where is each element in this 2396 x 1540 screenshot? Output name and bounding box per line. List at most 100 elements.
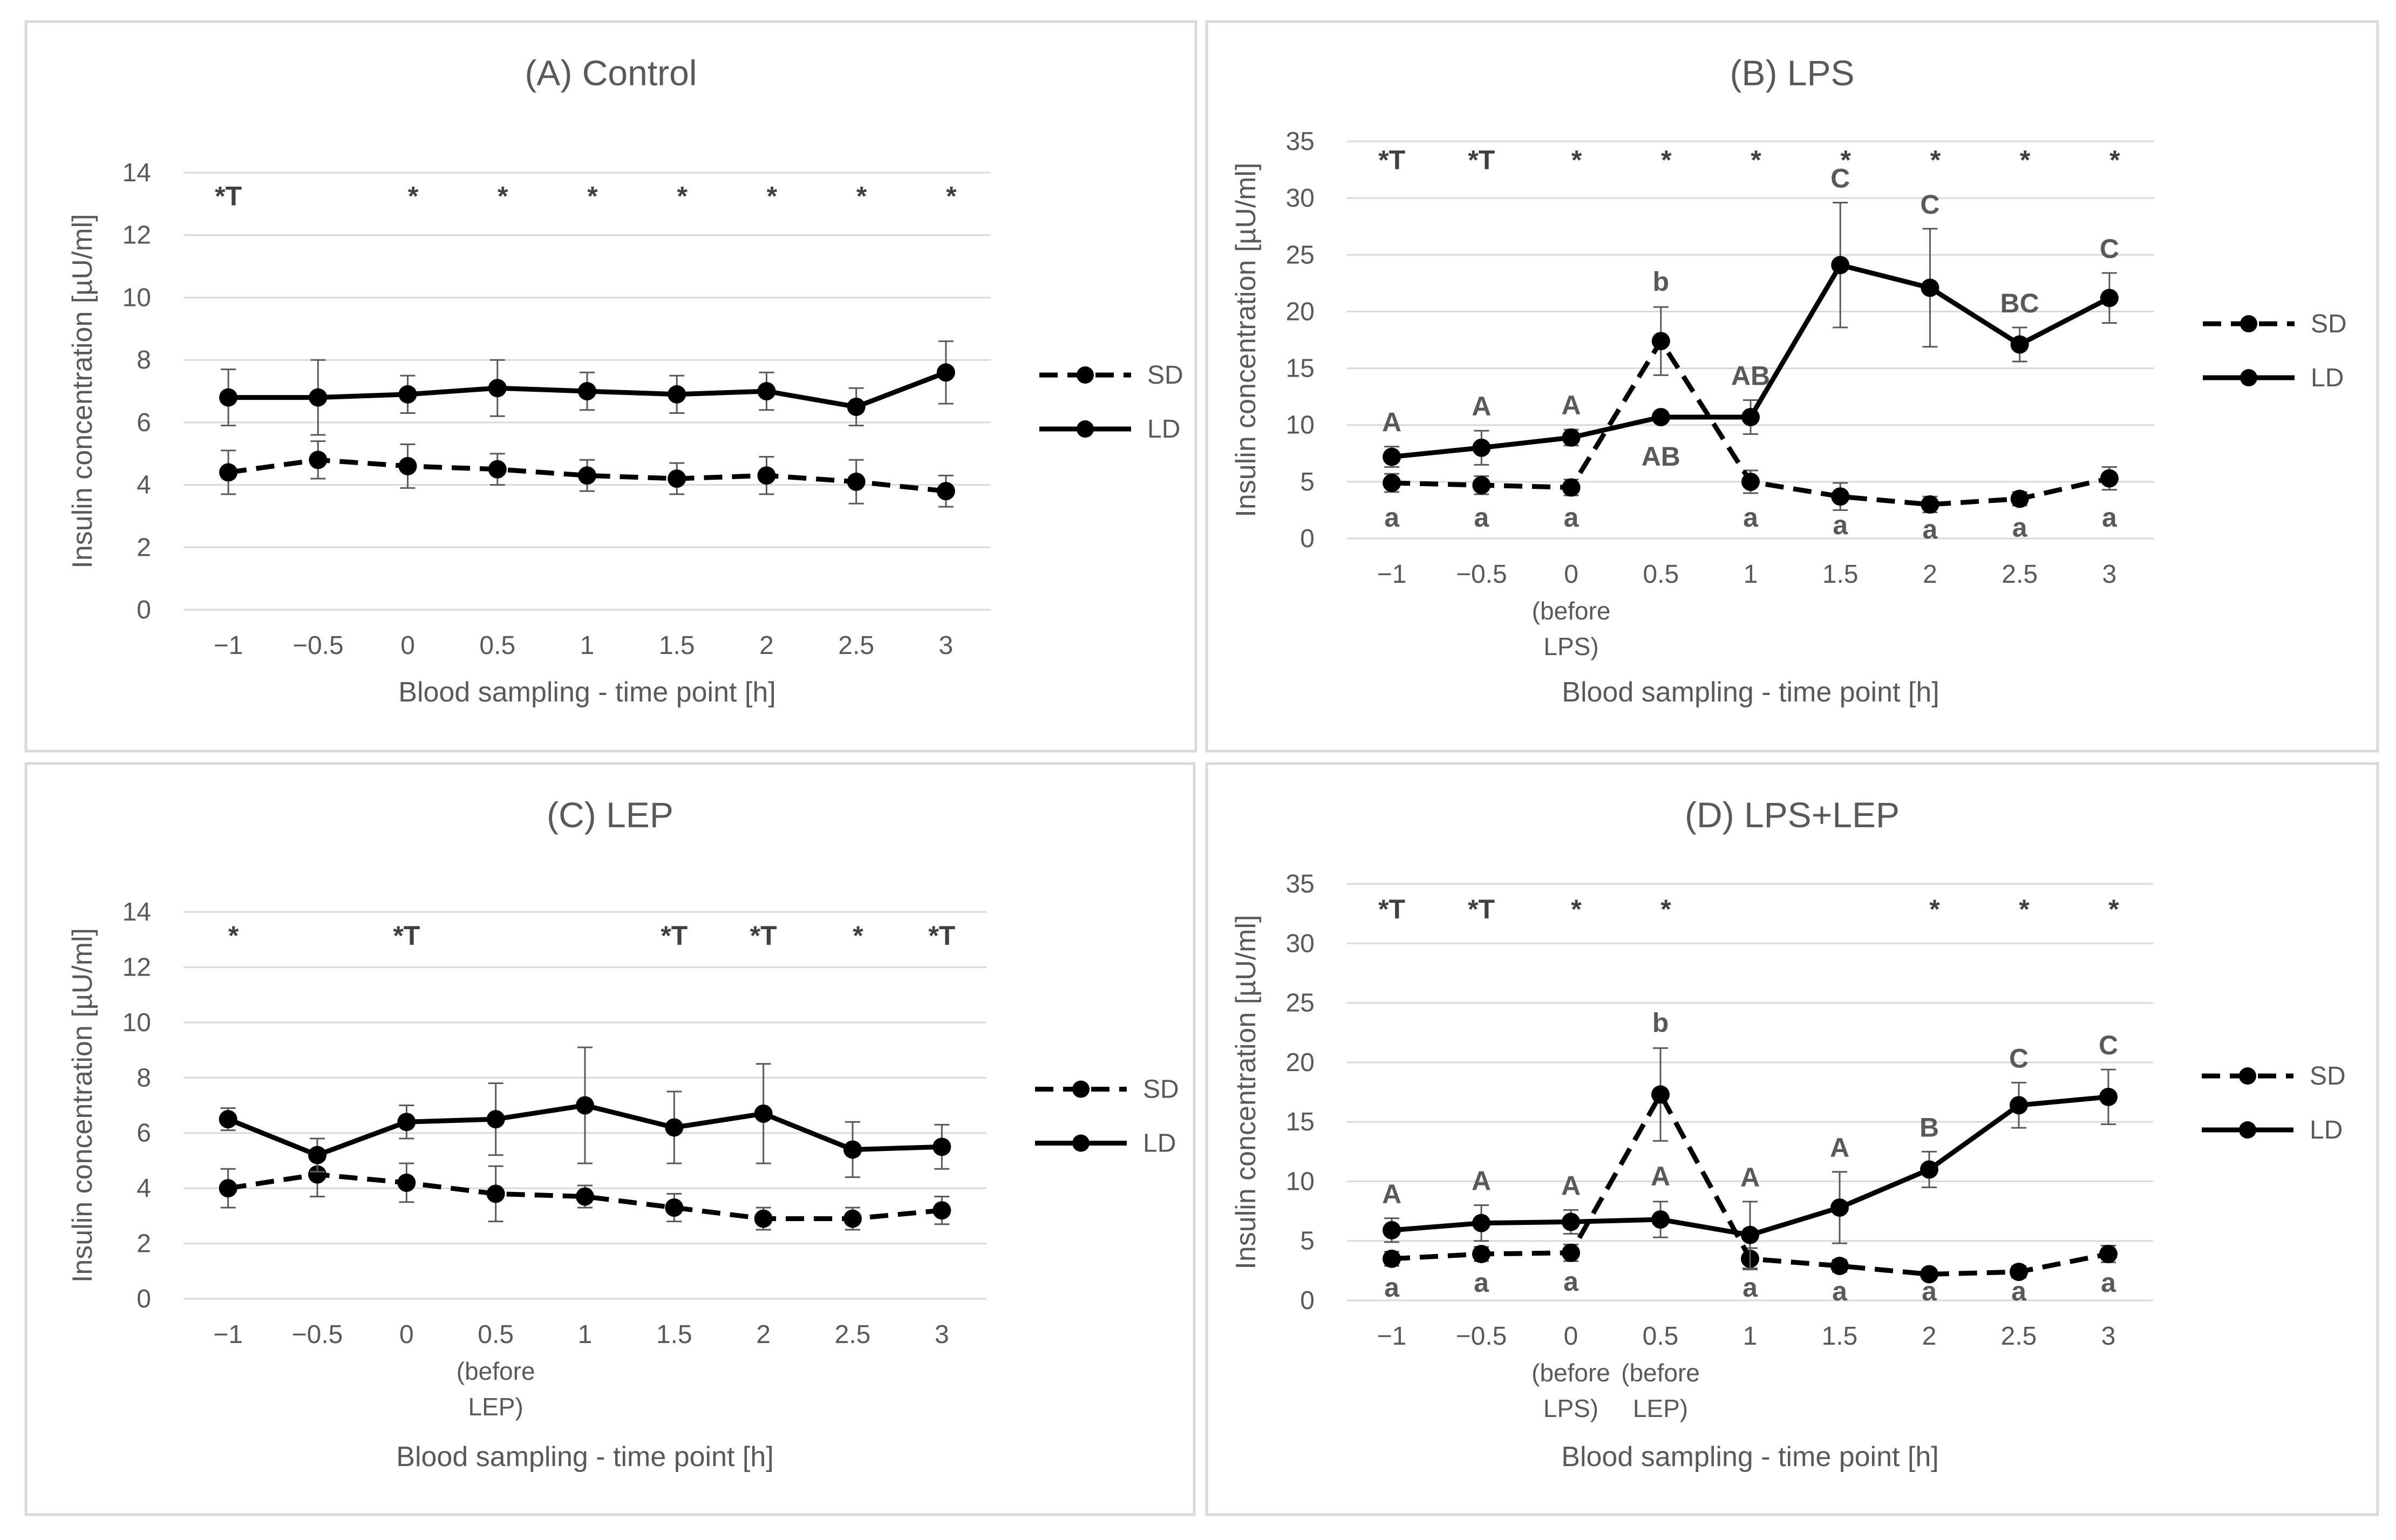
group-letter-label: a <box>1923 514 1938 544</box>
x-tick-label: 2.5 <box>2001 1322 2037 1351</box>
data-point <box>1383 1221 1401 1239</box>
group-letter-label: b <box>1653 267 1670 297</box>
x-tick-label: 0 <box>400 631 415 660</box>
series-sd <box>219 440 955 508</box>
y-tick-label: 8 <box>137 346 151 374</box>
x-tick-label: 3 <box>2102 560 2117 589</box>
series-line <box>227 1172 942 1221</box>
data-point <box>219 388 238 407</box>
x-tick-label: 3 <box>935 1320 949 1349</box>
data-point <box>1383 473 1401 492</box>
legend-label: SD <box>2310 1062 2346 1091</box>
significance-mark: * <box>2020 145 2031 175</box>
data-point <box>578 466 596 485</box>
legend-marker <box>1072 1134 1090 1152</box>
data-point <box>1920 1160 1938 1179</box>
y-axis-title: Insulin concentration [µU/ml] <box>1230 162 1262 517</box>
x-tick-label: −0.5 <box>1456 1322 1507 1351</box>
series-sd <box>219 1151 951 1231</box>
group-letter-label: A <box>1472 1166 1491 1196</box>
data-point <box>578 382 596 400</box>
x-tick-label: −0.5 <box>1456 560 1507 589</box>
group-letter-label: B <box>1919 1112 1939 1142</box>
x-tick-label: 2.5 <box>835 1320 871 1349</box>
group-letter-label: C <box>2009 1043 2029 1073</box>
significance-mark: * <box>1930 145 1941 175</box>
data-point <box>754 1104 773 1123</box>
data-point <box>843 1140 862 1159</box>
x-tick-label: 0.5 <box>1643 560 1679 589</box>
data-point <box>1562 478 1581 497</box>
data-point <box>2010 489 2029 508</box>
data-point <box>1472 476 1491 495</box>
data-point <box>397 1113 416 1132</box>
y-tick-label: 4 <box>137 1174 151 1203</box>
group-letter-label: A <box>1740 1162 1760 1193</box>
data-point <box>1562 1243 1580 1262</box>
x-axis-title: Blood sampling - time point [h] <box>1561 1441 1938 1473</box>
group-letter-label: a <box>1563 1266 1579 1297</box>
y-tick-label: 15 <box>1286 355 1315 383</box>
x-tick-label: 1 <box>1744 560 1758 589</box>
y-tick-label: 2 <box>137 533 151 562</box>
chart-title: (D) LPS+LEP <box>1685 795 1900 835</box>
y-tick-label: 15 <box>1286 1108 1315 1136</box>
data-point <box>488 460 507 479</box>
group-letter-label: a <box>1564 502 1580 533</box>
data-point <box>932 1201 951 1220</box>
panel-frame <box>24 20 1197 753</box>
data-point <box>397 1173 416 1192</box>
x-tick-label: 0 <box>1564 1322 1578 1351</box>
significance-mark: *T <box>1378 145 1405 175</box>
significance-mark: *T <box>661 921 688 951</box>
data-point <box>308 1146 326 1164</box>
legend-label: LD <box>2310 1116 2343 1144</box>
x-tick-label: −0.5 <box>292 1320 343 1349</box>
data-point <box>1921 495 1939 514</box>
data-point <box>1830 1198 1849 1217</box>
significance-mark: *T <box>1468 894 1495 924</box>
legend-item-ld: LD <box>2202 1116 2343 1144</box>
group-letter-label: A <box>1382 1179 1401 1209</box>
y-tick-label: 5 <box>1300 468 1315 496</box>
data-point <box>1651 407 1670 426</box>
significance-mark: * <box>946 181 957 212</box>
y-tick-label: 35 <box>1286 870 1315 898</box>
legend-label: SD <box>2311 310 2347 338</box>
group-letter-label: a <box>1922 1276 1937 1306</box>
legend-item-ld: LD <box>1035 1129 1176 1158</box>
significance-mark: * <box>1840 145 1851 175</box>
x-tick-label: 0.5 <box>479 631 515 660</box>
y-tick-label: 30 <box>1286 184 1315 213</box>
series-ld <box>219 1046 951 1178</box>
y-tick-label: 12 <box>122 953 151 982</box>
y-tick-label: 10 <box>122 283 151 312</box>
x-tick-label: 2.5 <box>838 631 874 660</box>
group-letter-label: C <box>2100 234 2119 264</box>
group-letter-label: C <box>1830 163 1850 194</box>
x-sublabel: LPS) <box>1543 1394 1598 1422</box>
data-point <box>757 466 776 485</box>
series-ld: A A A A A A B C C <box>1382 1030 2118 1269</box>
significance-mark: * <box>677 181 688 212</box>
group-letter-label: a <box>1833 510 1848 540</box>
legend-marker <box>1072 1080 1090 1098</box>
data-point <box>1920 1265 1938 1284</box>
significance-mark: * <box>2109 145 2120 175</box>
x-tick-label: 1.5 <box>1822 560 1859 589</box>
significance-mark: *T <box>750 921 777 951</box>
y-tick-label: 8 <box>137 1064 151 1092</box>
x-axis-title: Blood sampling - time point [h] <box>398 677 775 708</box>
legend-marker <box>2239 1121 2256 1139</box>
data-point <box>847 472 866 491</box>
group-letter-label: A <box>1651 1161 1670 1191</box>
panel-frame <box>1205 20 2379 753</box>
series-sd: a a a b a a a a a <box>1383 1007 2118 1306</box>
legend-marker <box>1077 366 1094 384</box>
y-tick-label: 0 <box>137 596 151 624</box>
data-point <box>932 1137 951 1156</box>
y-tick-label: 0 <box>1300 524 1315 553</box>
y-tick-label: 6 <box>137 1119 151 1148</box>
significance-mark: * <box>498 181 508 212</box>
